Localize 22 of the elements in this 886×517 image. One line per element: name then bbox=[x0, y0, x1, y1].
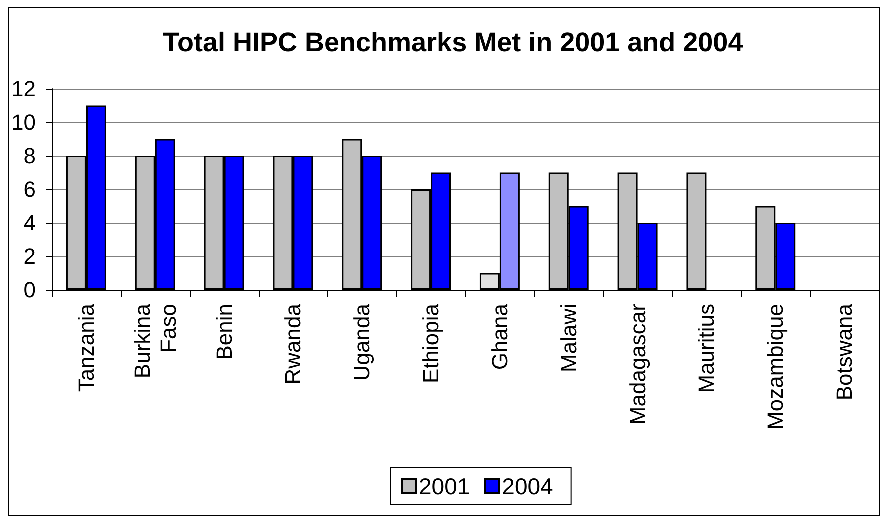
y-tick-label: 2 bbox=[24, 244, 36, 269]
y-tick-label: 0 bbox=[24, 278, 36, 302]
y-tick-label: 10 bbox=[12, 110, 36, 135]
x-tick-label: Mauritius bbox=[694, 304, 720, 394]
x-tick-label: Botswana bbox=[832, 303, 858, 401]
x-tick-label: Rwanda bbox=[280, 303, 306, 385]
y-tick-label: 4 bbox=[24, 210, 36, 236]
x-tick-label: Madagascar bbox=[625, 304, 650, 426]
x-tick-label: Burkina Faso bbox=[130, 303, 181, 379]
x-tick-label: Tanzania bbox=[74, 303, 99, 392]
x-tick-label: Ghana bbox=[487, 303, 512, 370]
y-tick-label: 6 bbox=[24, 177, 36, 202]
legend-label: 2001 bbox=[419, 474, 470, 500]
legend-label: 2004 bbox=[502, 474, 554, 500]
x-tick-label: Mozambique bbox=[763, 304, 788, 430]
x-tick-label: Malawi bbox=[556, 304, 582, 372]
chart-title: Total HIPC Benchmarks Met in 2001 and 2004 bbox=[163, 28, 744, 58]
y-tick-label: 8 bbox=[24, 144, 36, 168]
x-tick-label: Ethiopia bbox=[418, 303, 444, 384]
x-tick-label: Uganda bbox=[350, 303, 375, 382]
y-tick-label: 12 bbox=[12, 76, 36, 102]
x-tick-label: Benin bbox=[212, 304, 237, 360]
